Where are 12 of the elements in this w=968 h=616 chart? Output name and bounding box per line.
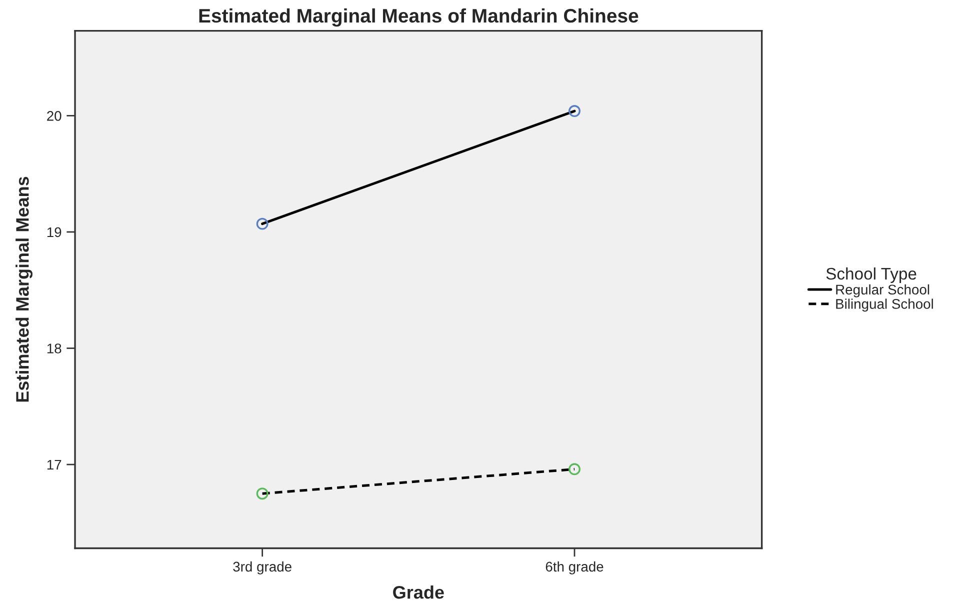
x-tick-label: 3rd grade	[233, 561, 292, 574]
legend-label: Regular School	[836, 284, 930, 298]
y-tick-label: 18	[47, 344, 62, 354]
legend-label: Bilingual School	[836, 298, 933, 312]
y-tick-label: 19	[47, 227, 62, 238]
x-tick-label: 6th grade	[546, 561, 604, 574]
legend-title: School Type	[826, 267, 916, 283]
chart-title: Estimated Marginal Means of Mandarin Chinese	[199, 8, 638, 27]
y-tick-label: 17	[47, 460, 62, 470]
y-axis-title: Estimated Marginal Means	[16, 176, 32, 402]
x-axis-title: Grade	[393, 585, 444, 599]
y-tick-label: 20	[47, 111, 62, 121]
